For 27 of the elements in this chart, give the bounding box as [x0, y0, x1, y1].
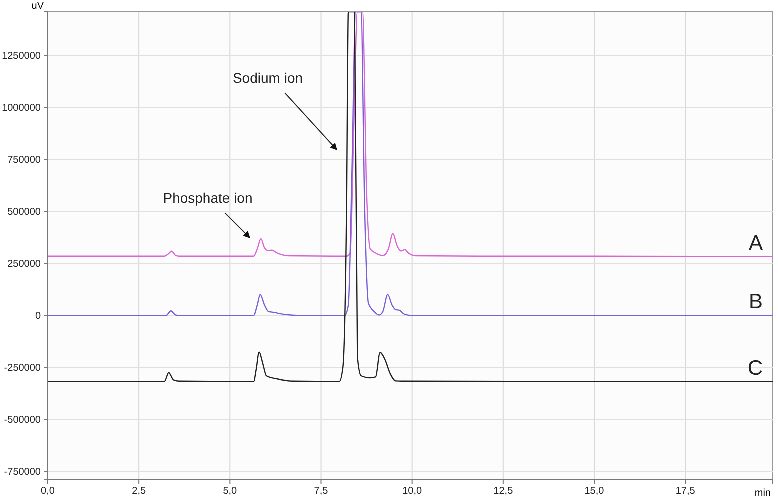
series-label: C	[748, 356, 763, 380]
y-tick-label: -500000	[4, 414, 42, 426]
annotation: Sodium ion	[232, 70, 304, 86]
x-tick-label: 0,0	[41, 486, 56, 498]
x-tick-label: 2,5	[132, 486, 146, 498]
line-series	[48, 12, 773, 316]
line-series	[48, 12, 773, 258]
x-tick-label: 7,5	[314, 486, 329, 498]
x-tick-label: 10,0	[402, 486, 422, 498]
series-label: A	[748, 232, 763, 255]
x-tick-label: 17,5	[676, 486, 696, 498]
y-axis-title: uV	[32, 1, 44, 12]
y-tick-label: 250000	[8, 258, 42, 270]
x-tick-label: 5,0	[223, 486, 238, 498]
line-series	[48, 12, 773, 382]
x-axis-title: min	[754, 488, 771, 499]
x-tick-label: 12,5	[494, 486, 514, 498]
y-tick-label: 750000	[8, 154, 42, 166]
x-tick-label: 15,0	[584, 486, 605, 498]
y-tick-label: 1000000	[2, 102, 42, 114]
y-tick-label: 0	[35, 310, 42, 322]
y-tick-label: -250000	[4, 362, 42, 374]
y-tick-label: 1250000	[2, 50, 42, 62]
y-tick-label: -750000	[4, 466, 42, 478]
y-tick-label: 500000	[8, 206, 42, 218]
series-label: B	[748, 290, 763, 314]
annotation: Phosphate ion	[163, 190, 253, 206]
